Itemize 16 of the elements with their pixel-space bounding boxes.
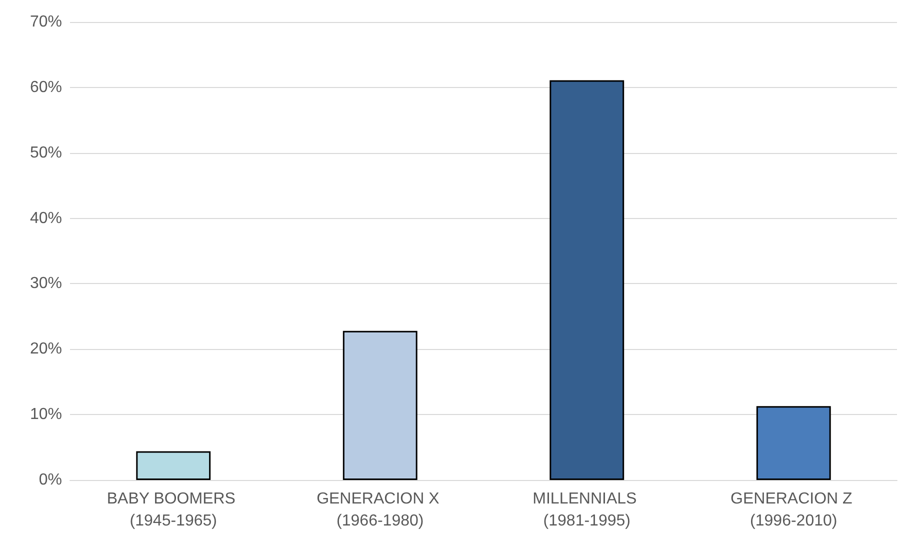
y-tick-label: 30% xyxy=(30,275,62,292)
bar xyxy=(550,80,624,480)
x-tick-label: GENERACION X (1966-1980) xyxy=(316,490,444,530)
y-tick-label: 70% xyxy=(30,14,62,30)
y-tick-label: 20% xyxy=(30,340,62,358)
bar xyxy=(342,330,418,480)
x-tick-label: MILLENNIALS (1981-1995) xyxy=(532,490,642,530)
y-tick-label: 60% xyxy=(30,78,62,96)
x-tick-label: GENERACION Z (1996-2010) xyxy=(730,490,857,530)
y-tick-label: 0% xyxy=(38,472,62,488)
y-tick-label: 10% xyxy=(30,406,62,424)
x-tick-label: BABY BOOMERS (1945-1965) xyxy=(106,490,240,530)
y-tick-label: 50% xyxy=(30,144,62,162)
y-tick-label: 40% xyxy=(30,210,62,227)
bar xyxy=(756,406,831,480)
bar xyxy=(136,451,211,480)
